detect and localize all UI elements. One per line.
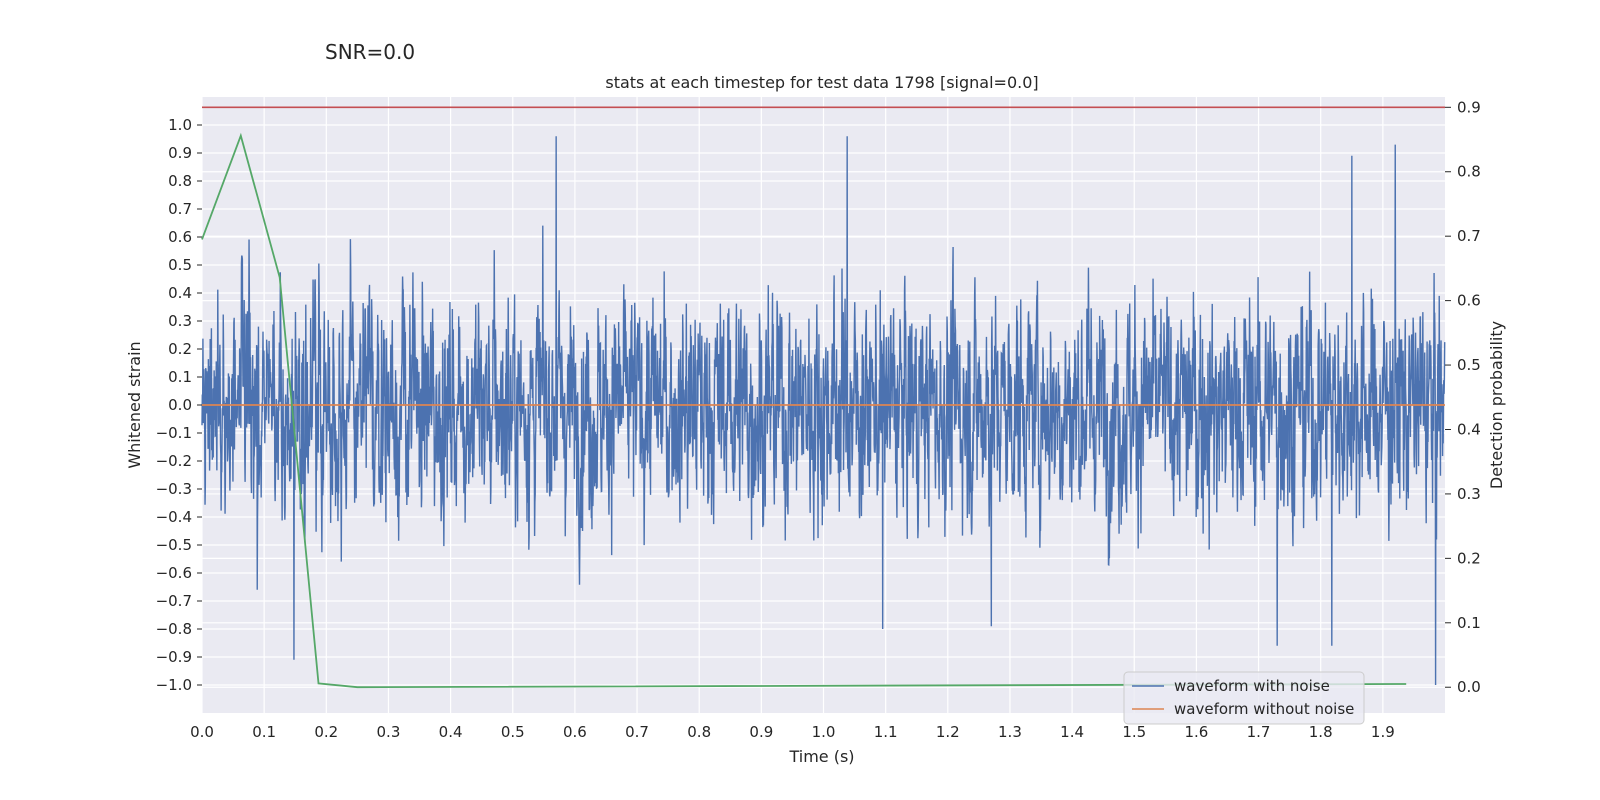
y-tick-label: −0.2 (156, 452, 192, 470)
series-detection-probability (201, 132, 1407, 689)
y2-tick-label: 0.2 (1457, 549, 1481, 567)
y2-tick-label: 0.3 (1457, 485, 1481, 503)
x-tick-label: 1.4 (1060, 723, 1084, 741)
x-tick-label: 1.1 (874, 723, 898, 741)
y2-tick-label: 0.6 (1457, 292, 1481, 310)
x-tick-label: 0.6 (563, 723, 587, 741)
x-tick-label: 0.3 (377, 723, 401, 741)
y-tick-label: −0.7 (156, 592, 192, 610)
x-tick-label: 1.7 (1247, 723, 1271, 741)
chart-title: stats at each timestep for test data 179… (605, 73, 1038, 92)
y-tick-label: −0.8 (156, 620, 192, 638)
y2-tick-label: 0.5 (1457, 356, 1481, 374)
snr-suptitle: SNR=0.0 (325, 40, 416, 64)
y-tick-label: 0.8 (168, 172, 192, 190)
y2-tick-label: 0.9 (1457, 98, 1481, 116)
x-tick-label: 0.8 (687, 723, 711, 741)
y2-tick-label: 0.0 (1457, 678, 1481, 696)
y-tick-label: 0.6 (168, 228, 192, 246)
x-tick-label: 1.0 (812, 723, 836, 741)
x-tick-label: 1.6 (1184, 723, 1208, 741)
y2-tick-label: 0.7 (1457, 227, 1481, 245)
x-tick-label: 1.9 (1371, 723, 1395, 741)
y-tick-label: 0.3 (168, 312, 192, 330)
legend: waveform with noise waveform without noi… (1123, 671, 1365, 725)
x-tick-labels: 0.0 0.1 0.2 0.3 0.4 0.5 0.6 0.7 0.8 0.9 1.0 1.1 1.2 1… (190, 723, 1395, 741)
x-tick-label: 1.3 (998, 723, 1022, 741)
x-tick-label: 0.5 (501, 723, 525, 741)
y2-tick-label: 0.1 (1457, 614, 1481, 632)
legend-label-noise: waveform with noise (1174, 677, 1330, 695)
y-tick-label: 0.2 (168, 340, 192, 358)
y-tick-label: 0.4 (168, 284, 192, 302)
y-tick-label: 0.1 (168, 368, 192, 386)
series-waveform-with-noise (201, 136, 1446, 686)
x-tick-label: 0.0 (190, 723, 214, 741)
y-tick-label: −0.5 (156, 536, 192, 554)
y2-axis-label: Detection probability (1487, 321, 1506, 489)
x-tick-label: 0.2 (314, 723, 338, 741)
y-tick-label: −0.3 (156, 480, 192, 498)
x-tick-label: 0.4 (439, 723, 463, 741)
x-tick-label: 0.7 (625, 723, 649, 741)
y-tick-labels: 1.0 0.9 0.8 0.7 0.6 0.5 0.4 0.3 0.2 0.1 0.0 −0.1 −0.… (156, 116, 202, 694)
y-tick-label: −0.9 (156, 648, 192, 666)
x-tick-label: 0.9 (749, 723, 773, 741)
y-tick-label: −0.6 (156, 564, 192, 582)
y2-tick-labels: 0.9 0.8 0.7 0.6 0.5 0.4 0.3 0.2 0.1 0.0 (1445, 98, 1481, 696)
y-tick-label: −0.4 (156, 508, 192, 526)
legend-label-clean: waveform without noise (1174, 700, 1354, 718)
x-tick-label: 1.5 (1122, 723, 1146, 741)
y-tick-label: 0.0 (168, 396, 192, 414)
y-tick-label: 0.5 (168, 256, 192, 274)
y-tick-label: 1.0 (168, 116, 192, 134)
y-axis-label: Whitened strain (125, 341, 144, 468)
y2-tick-label: 0.4 (1457, 420, 1481, 438)
x-axis-label: Time (s) (788, 747, 854, 766)
y-tick-label: 0.7 (168, 200, 192, 218)
x-tick-label: 1.8 (1309, 723, 1333, 741)
x-tick-label: 1.2 (936, 723, 960, 741)
y2-tick-label: 0.8 (1457, 163, 1481, 181)
legend-box (1123, 671, 1365, 725)
y-tick-label: 0.9 (168, 144, 192, 162)
series-layer (201, 106, 1446, 689)
y-tick-label: −0.1 (156, 424, 192, 442)
y-tick-label: −1.0 (156, 676, 192, 694)
x-tick-label: 0.1 (252, 723, 276, 741)
